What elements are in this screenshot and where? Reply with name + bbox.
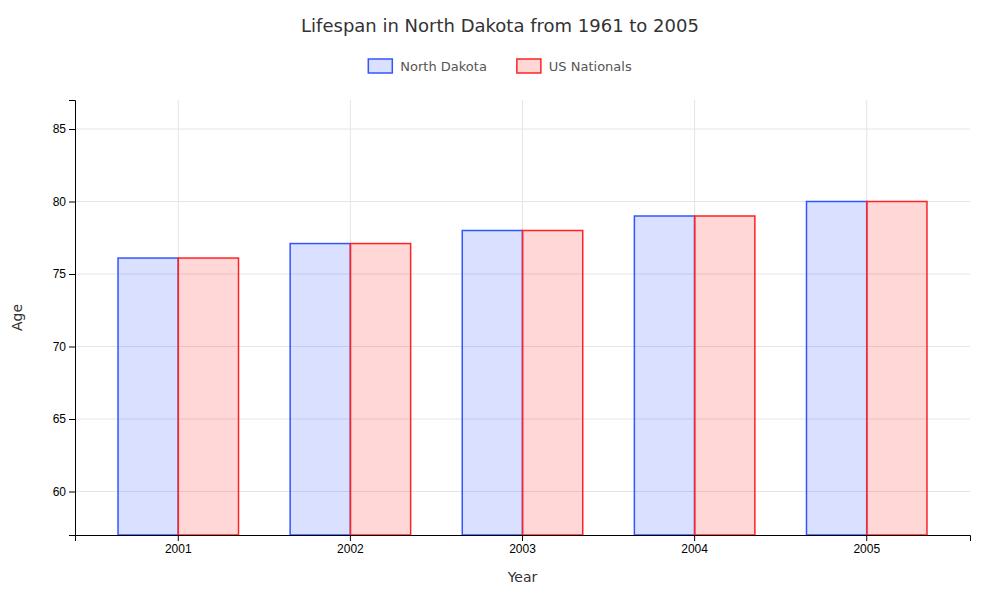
x-tick-label: 2002 [337, 542, 364, 556]
x-tick-label: 2005 [853, 542, 880, 556]
bar [634, 216, 694, 535]
x-tick: 2002 [337, 535, 364, 556]
bar-series [178, 202, 927, 536]
y-tick-label: 60 [53, 485, 67, 499]
title: Lifespan in North Dakota from 1961 to 20… [301, 15, 699, 36]
x-tick-label: 2001 [165, 542, 192, 556]
x-tick-mark [178, 535, 179, 541]
legend-swatch [517, 59, 541, 73]
y-tick-label: 80 [53, 195, 67, 209]
y-tick: 60 [53, 485, 75, 499]
y-tick: 65 [53, 412, 75, 426]
y-tick-label: 65 [53, 412, 67, 426]
x-tick-label: 2004 [681, 542, 708, 556]
y-tick: 85 [53, 122, 75, 136]
y-axis-line [69, 101, 76, 536]
bars [118, 202, 927, 536]
bar [350, 244, 410, 535]
x-tick: 2003 [509, 535, 536, 556]
x-tick: 2004 [681, 535, 708, 556]
y-axis-title: Age [9, 304, 25, 331]
x-axis-line [76, 536, 971, 542]
chart: 2001 2002 2003 2004 2005 60 65 70 75 80 85 Year Age L… [0, 0, 1000, 600]
x-tick-mark [694, 535, 695, 541]
bar [290, 244, 350, 535]
legend-swatch [368, 59, 392, 73]
x-tick-mark [866, 535, 867, 541]
y-tick-mark [69, 347, 75, 348]
legend: North Dakota US Nationals [368, 59, 632, 74]
bar [806, 202, 866, 536]
y-tick-mark [69, 202, 75, 203]
x-tick-mark [350, 535, 351, 541]
legend-item: North Dakota [368, 59, 487, 74]
bar [523, 231, 583, 536]
legend-label: US Nationals [549, 59, 632, 74]
y-tick: 75 [53, 267, 75, 281]
y-axis: 60 65 70 75 80 85 [53, 101, 76, 536]
y-tick-mark [69, 129, 75, 130]
y-tick-label: 75 [53, 267, 67, 281]
plot-area: 2001 2002 2003 2004 2005 60 65 70 75 80 85 [53, 100, 971, 556]
bar-series [118, 202, 867, 536]
y-tick-mark [69, 274, 75, 275]
x-tick-label: 2003 [509, 542, 536, 556]
grid [75, 100, 970, 535]
x-tick: 2005 [853, 535, 880, 556]
bar [178, 258, 238, 535]
y-tick-label: 70 [53, 340, 67, 354]
y-tick-mark [69, 492, 75, 493]
bar [867, 202, 927, 536]
bar [462, 231, 522, 536]
x-tick-mark [522, 535, 523, 541]
x-axis-title: Year [507, 569, 538, 585]
y-tick: 70 [53, 340, 75, 354]
x-tick: 2001 [165, 535, 192, 556]
y-tick-label: 85 [53, 122, 67, 136]
bar [695, 216, 755, 535]
legend-label: North Dakota [400, 59, 487, 74]
y-tick: 80 [53, 195, 75, 209]
x-axis: 2001 2002 2003 2004 2005 [76, 535, 971, 556]
legend-item: US Nationals [517, 59, 632, 74]
bar [118, 258, 178, 535]
y-tick-mark [69, 419, 75, 420]
